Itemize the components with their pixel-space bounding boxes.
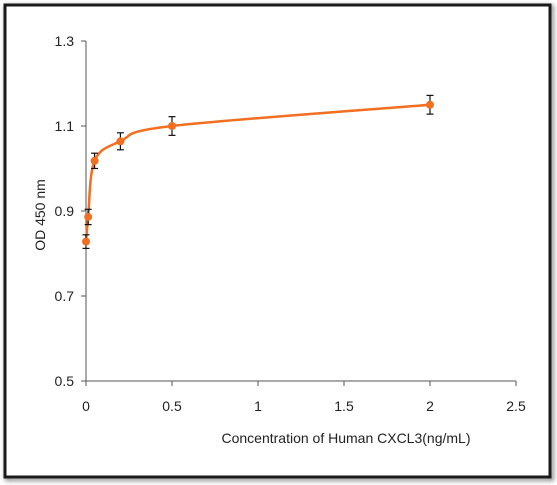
data-point [168, 122, 176, 130]
data-point [426, 100, 434, 109]
x-tick-label: 2 [426, 398, 434, 414]
x-axis-title: Concentration of Human CXCL3(ng/mL) [221, 430, 470, 446]
data-point [82, 237, 90, 246]
x-tick-label: 1 [254, 398, 262, 414]
x-tick-label: 2.5 [506, 398, 526, 414]
y-tick-label: 0.5 [55, 373, 75, 389]
series [82, 94, 434, 249]
y-tick-label: 0.7 [55, 288, 75, 304]
y-tick-label: 0.9 [55, 203, 75, 219]
chart-border [3, 3, 552, 479]
data-point [116, 137, 125, 146]
x-tick-label: 0.5 [162, 398, 182, 414]
data-point [84, 212, 93, 221]
ticks: 0.5 0.7 0.9 1.1 1.3 0 0.5 1 1.5 2 2.5 [55, 33, 526, 414]
y-tick-label: 1.3 [55, 33, 75, 49]
y-axis-title: OD 450 nm [32, 179, 48, 251]
x-tick-label: 1.5 [334, 398, 354, 414]
data-point [90, 156, 99, 165]
y-tick-label: 1.1 [55, 118, 75, 134]
x-tick-label: 0 [82, 398, 90, 414]
